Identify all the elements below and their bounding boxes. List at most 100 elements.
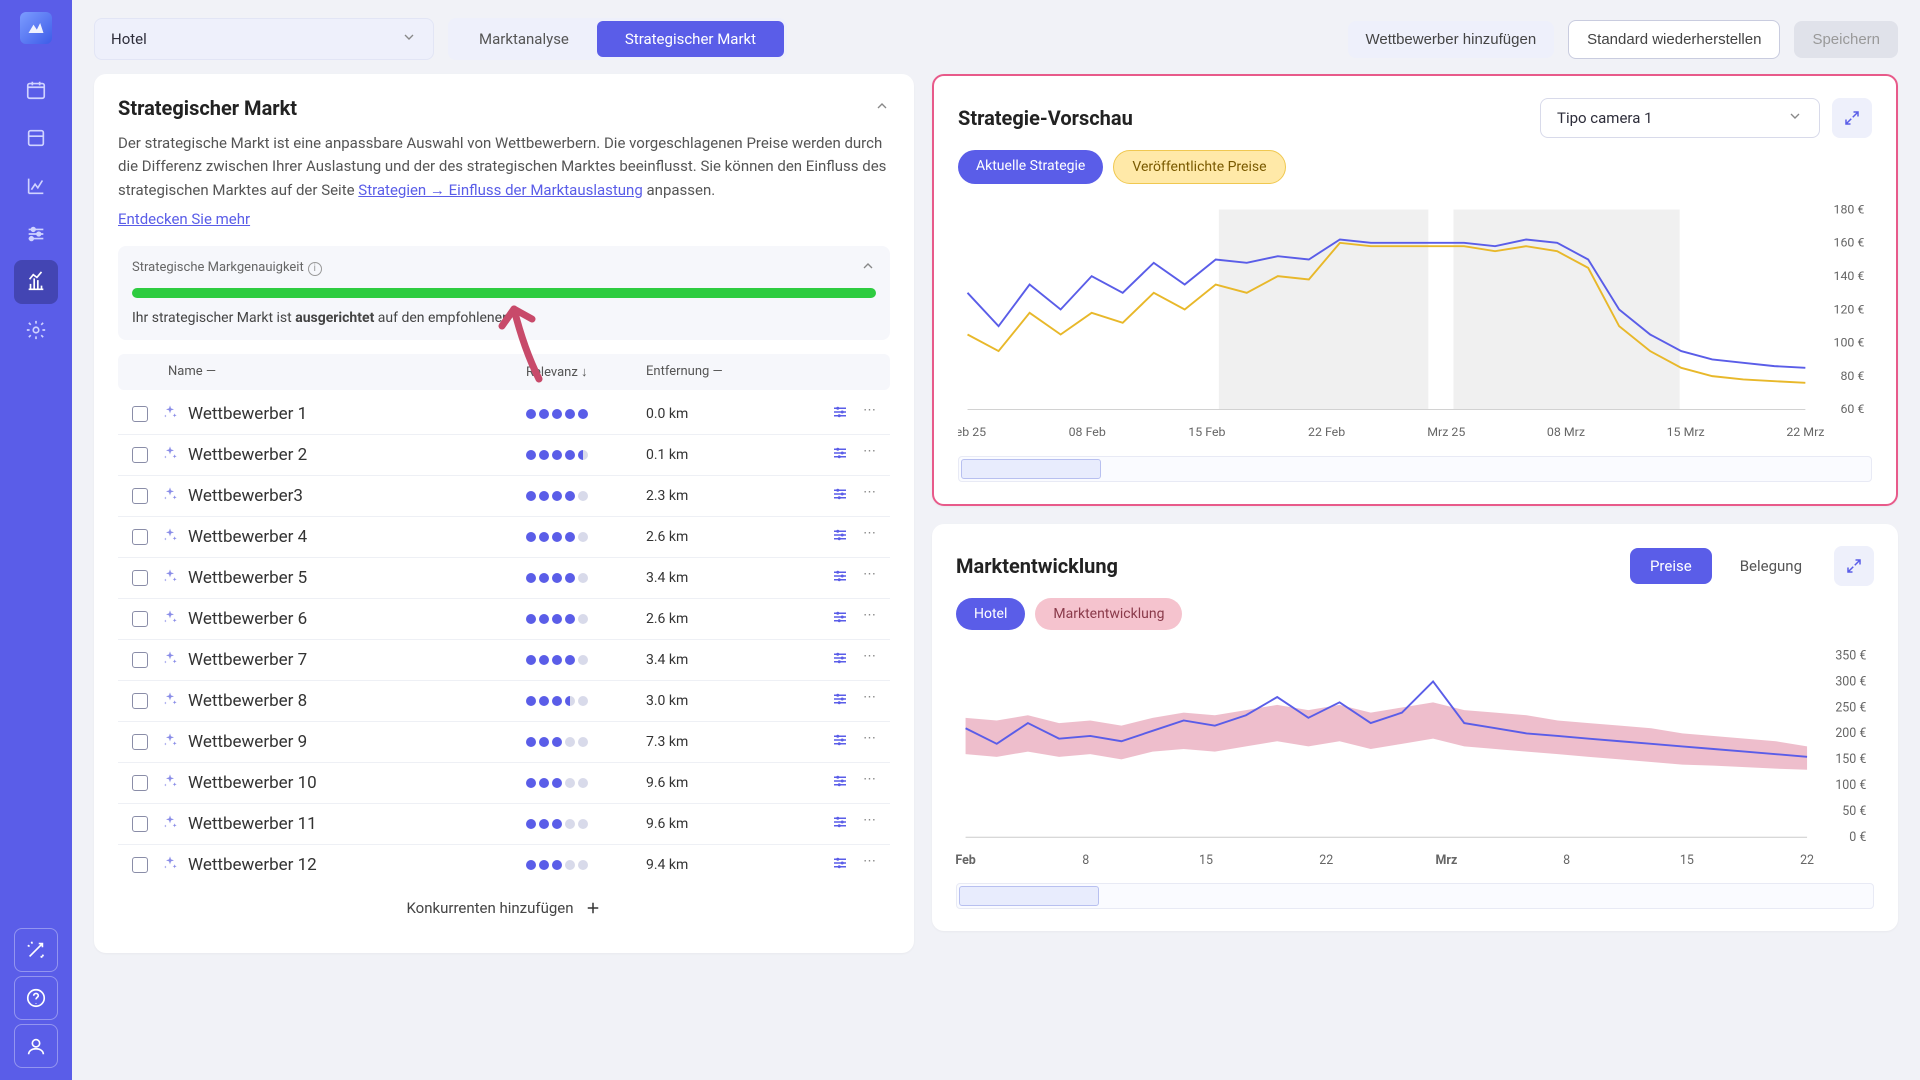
- col-distance[interactable]: Entfernung —: [646, 364, 796, 379]
- row-settings-icon[interactable]: [831, 485, 849, 507]
- nav-sliders[interactable]: [14, 212, 58, 256]
- market-chart: 350 €300 €250 €200 €150 €100 €50 €0 €Feb…: [956, 646, 1874, 910]
- row-settings-icon[interactable]: [831, 403, 849, 425]
- nav-wand[interactable]: [14, 928, 58, 972]
- row-settings-icon[interactable]: [831, 444, 849, 466]
- row-checkbox[interactable]: [132, 857, 148, 873]
- nav-analytics[interactable]: [14, 164, 58, 208]
- col-relevance[interactable]: Relevanz ↓: [526, 364, 646, 380]
- competitor-distance: 9.4 km: [646, 857, 796, 873]
- tab-marktanalyse[interactable]: Marktanalyse: [451, 21, 597, 57]
- nav-user[interactable]: [14, 1024, 58, 1068]
- accuracy-collapse-icon[interactable]: [860, 258, 876, 278]
- expand-market-button[interactable]: [1834, 546, 1874, 586]
- row-more-icon[interactable]: ⋯: [863, 526, 876, 548]
- market-timeline[interactable]: [956, 883, 1874, 909]
- expand-preview-button[interactable]: [1832, 98, 1872, 138]
- row-settings-icon[interactable]: [831, 567, 849, 589]
- nav-market[interactable]: [14, 260, 58, 304]
- competitor-name: Wettbewerber 11: [188, 814, 526, 834]
- chip-hotel[interactable]: Hotel: [956, 598, 1025, 630]
- svg-text:180 €: 180 €: [1834, 203, 1865, 217]
- add-competitor-row[interactable]: Konkurrenten hinzufügen: [118, 885, 890, 931]
- sparkle-icon: [162, 568, 178, 588]
- row-checkbox[interactable]: [132, 447, 148, 463]
- competitor-distance: 0.0 km: [646, 406, 796, 422]
- chip-published-prices[interactable]: Veröffentlichte Preise: [1113, 150, 1285, 184]
- row-more-icon[interactable]: ⋯: [863, 731, 876, 753]
- row-checkbox[interactable]: [132, 611, 148, 627]
- row-settings-icon[interactable]: [831, 854, 849, 876]
- row-more-icon[interactable]: ⋯: [863, 854, 876, 876]
- row-settings-icon[interactable]: [831, 608, 849, 630]
- reset-default-button[interactable]: Standard wiederherstellen: [1568, 20, 1780, 59]
- timeline-handle[interactable]: [959, 886, 1099, 906]
- competitor-distance: 0.1 km: [646, 447, 796, 463]
- row-settings-icon[interactable]: [831, 813, 849, 835]
- nav-calendar[interactable]: [14, 68, 58, 112]
- row-checkbox[interactable]: [132, 775, 148, 791]
- competitor-distance: 9.6 km: [646, 775, 796, 791]
- row-checkbox[interactable]: [132, 652, 148, 668]
- row-more-icon[interactable]: ⋯: [863, 772, 876, 794]
- collapse-panel-icon[interactable]: [874, 98, 890, 118]
- row-settings-icon[interactable]: [831, 649, 849, 671]
- svg-text:50 €: 50 €: [1842, 804, 1866, 819]
- row-checkbox[interactable]: [132, 693, 148, 709]
- row-more-icon[interactable]: ⋯: [863, 485, 876, 507]
- row-checkbox[interactable]: [132, 734, 148, 750]
- row-more-icon[interactable]: ⋯: [863, 649, 876, 671]
- svg-text:22 Feb: 22 Feb: [1308, 426, 1345, 440]
- pill-prices[interactable]: Preise: [1630, 548, 1712, 584]
- row-more-icon[interactable]: ⋯: [863, 690, 876, 712]
- row-settings-icon[interactable]: [831, 772, 849, 794]
- chip-market-trend[interactable]: Marktentwicklung: [1035, 598, 1182, 630]
- info-icon[interactable]: i: [308, 262, 322, 276]
- row-checkbox[interactable]: [132, 488, 148, 504]
- strategic-market-panel: Strategischer Markt Der strategische Mar…: [94, 74, 914, 953]
- competitor-name: Wettbewerber 2: [188, 445, 526, 465]
- row-more-icon[interactable]: ⋯: [863, 567, 876, 589]
- row-checkbox[interactable]: [132, 570, 148, 586]
- tab-strategischer-markt[interactable]: Strategischer Markt: [597, 21, 784, 57]
- timeline-handle[interactable]: [961, 459, 1101, 479]
- preview-title: Strategie-Vorschau: [958, 106, 1133, 130]
- relevance-dots: [526, 655, 646, 665]
- relevance-dots: [526, 614, 646, 624]
- svg-text:Mrz: Mrz: [1436, 853, 1458, 868]
- row-settings-icon[interactable]: [831, 731, 849, 753]
- nav-grid[interactable]: [14, 116, 58, 160]
- strategy-influence-link[interactable]: Strategien → Einfluss der Marktauslastun…: [358, 181, 643, 199]
- pill-occupancy[interactable]: Belegung: [1720, 548, 1822, 584]
- row-checkbox[interactable]: [132, 529, 148, 545]
- row-more-icon[interactable]: ⋯: [863, 813, 876, 835]
- svg-text:22: 22: [1800, 853, 1814, 868]
- add-competitor-button[interactable]: Wettbewerber hinzufügen: [1348, 21, 1555, 58]
- row-settings-icon[interactable]: [831, 526, 849, 548]
- svg-text:80 €: 80 €: [1840, 370, 1864, 384]
- discover-more-link[interactable]: Entdecken Sie mehr: [118, 210, 250, 228]
- row-checkbox[interactable]: [132, 406, 148, 422]
- table-row: Wettbewerber 12 9.4 km ⋯: [118, 845, 890, 885]
- property-dropdown[interactable]: Hotel: [94, 18, 434, 60]
- plus-icon: [584, 899, 602, 917]
- nav-settings[interactable]: [14, 308, 58, 352]
- competitor-name: Wettbewerber 12: [188, 855, 526, 875]
- nav-help[interactable]: [14, 976, 58, 1020]
- competitor-distance: 2.3 km: [646, 488, 796, 504]
- competitor-name: Wettbewerber 8: [188, 691, 526, 711]
- preview-timeline[interactable]: [958, 456, 1872, 482]
- room-type-dropdown[interactable]: Tipo camera 1: [1540, 98, 1820, 138]
- chip-current-strategy[interactable]: Aktuelle Strategie: [958, 150, 1103, 184]
- sparkle-icon: [162, 527, 178, 547]
- row-settings-icon[interactable]: [831, 690, 849, 712]
- col-name[interactable]: Name —: [132, 364, 526, 379]
- svg-text:100 €: 100 €: [1834, 337, 1865, 351]
- row-more-icon[interactable]: ⋯: [863, 608, 876, 630]
- accuracy-label: Strategische Markgenauigkeit: [132, 260, 304, 275]
- svg-text:140 €: 140 €: [1834, 270, 1865, 284]
- svg-text:100 €: 100 €: [1835, 778, 1866, 793]
- row-more-icon[interactable]: ⋯: [863, 403, 876, 425]
- row-more-icon[interactable]: ⋯: [863, 444, 876, 466]
- row-checkbox[interactable]: [132, 816, 148, 832]
